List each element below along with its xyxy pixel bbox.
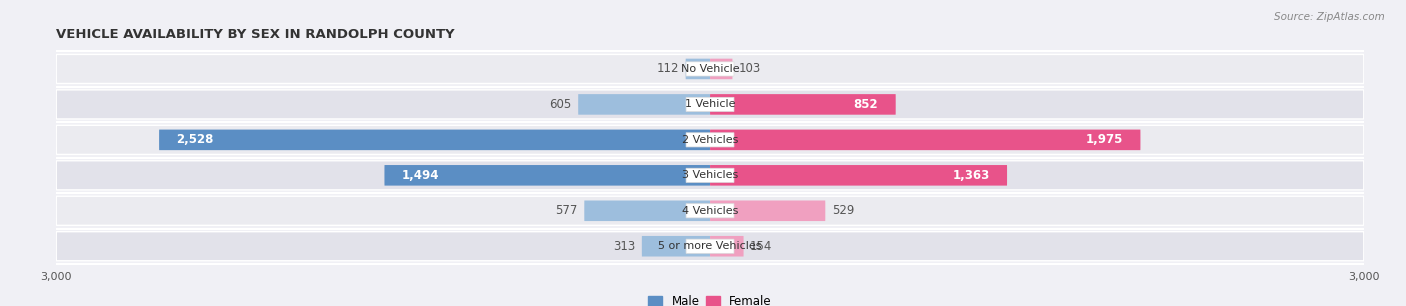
FancyBboxPatch shape [56,125,1364,155]
Text: 605: 605 [550,98,572,111]
Text: 529: 529 [832,204,855,217]
FancyBboxPatch shape [686,168,734,182]
FancyBboxPatch shape [710,165,1007,186]
Legend: Male, Female: Male, Female [644,290,776,306]
Text: Source: ZipAtlas.com: Source: ZipAtlas.com [1274,12,1385,22]
FancyBboxPatch shape [56,54,1364,84]
FancyBboxPatch shape [686,133,734,147]
Text: 1,363: 1,363 [952,169,990,182]
FancyBboxPatch shape [56,161,1364,190]
Text: VEHICLE AVAILABILITY BY SEX IN RANDOLPH COUNTY: VEHICLE AVAILABILITY BY SEX IN RANDOLPH … [56,28,456,41]
FancyBboxPatch shape [686,204,734,218]
Text: 852: 852 [853,98,879,111]
FancyBboxPatch shape [56,232,1364,261]
FancyBboxPatch shape [710,94,896,115]
Text: 1,975: 1,975 [1085,133,1123,146]
Text: 577: 577 [555,204,578,217]
FancyBboxPatch shape [56,196,1364,225]
Text: 313: 313 [613,240,636,253]
Text: 112: 112 [657,62,679,76]
FancyBboxPatch shape [578,94,710,115]
FancyBboxPatch shape [384,165,710,186]
Text: 5 or more Vehicles: 5 or more Vehicles [658,241,762,251]
Text: 3 Vehicles: 3 Vehicles [682,170,738,180]
Text: 154: 154 [751,240,772,253]
Text: 2,528: 2,528 [177,133,214,146]
FancyBboxPatch shape [641,236,710,256]
Text: 4 Vehicles: 4 Vehicles [682,206,738,216]
FancyBboxPatch shape [686,97,734,111]
FancyBboxPatch shape [710,129,1140,150]
Text: 103: 103 [740,62,761,76]
Text: 2 Vehicles: 2 Vehicles [682,135,738,145]
FancyBboxPatch shape [686,59,710,79]
FancyBboxPatch shape [585,200,710,221]
FancyBboxPatch shape [710,59,733,79]
Text: 1,494: 1,494 [402,169,440,182]
FancyBboxPatch shape [710,200,825,221]
Text: 1 Vehicle: 1 Vehicle [685,99,735,110]
FancyBboxPatch shape [159,129,710,150]
FancyBboxPatch shape [710,236,744,256]
FancyBboxPatch shape [686,239,734,253]
FancyBboxPatch shape [56,90,1364,119]
Text: No Vehicle: No Vehicle [681,64,740,74]
FancyBboxPatch shape [686,62,734,76]
